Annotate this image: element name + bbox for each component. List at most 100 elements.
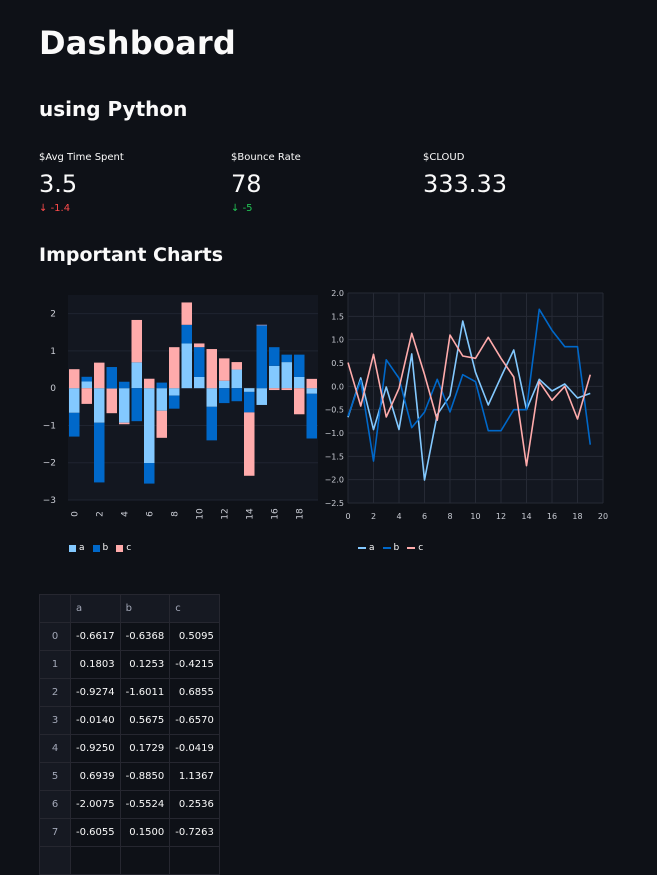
bar-b — [94, 422, 105, 483]
metric-value: 3.5 — [39, 170, 78, 198]
column-header-c[interactable]: c — [169, 594, 220, 623]
x-tick-label: 14 — [521, 512, 531, 521]
table-cell[interactable]: -0.0140 — [70, 706, 121, 735]
legend-item-b[interactable]: b — [92, 543, 108, 553]
table-cell[interactable]: 0.1500 — [119, 818, 171, 847]
series-line-b — [347, 308, 592, 462]
y-tick-label: 1 — [50, 347, 56, 357]
row-index: 2 — [39, 678, 71, 707]
table-row[interactable]: 2 -0.9274 -1.6011 0.6855 — [39, 678, 220, 707]
table-cell[interactable]: 1.1367 — [169, 762, 220, 791]
table-row[interactable]: 5 0.6939 -0.8850 1.1367 — [39, 762, 220, 791]
bar-chart-legend[interactable]: a b c — [69, 543, 131, 553]
bar-c — [131, 319, 142, 363]
table-row[interactable]: 0 -0.6617 -0.6368 0.5095 — [39, 622, 220, 651]
bar-a — [306, 388, 317, 394]
legend-item-a[interactable]: a — [358, 543, 375, 553]
row-index: 3 — [39, 706, 71, 735]
bar-a — [269, 365, 280, 389]
table-row[interactable] — [39, 846, 220, 875]
bar-c — [306, 378, 317, 389]
metric-value: 78 — [231, 170, 262, 198]
bar-a — [231, 369, 242, 389]
table-cell[interactable]: -0.7263 — [169, 818, 220, 847]
table-cell[interactable]: -1.6011 — [119, 678, 171, 707]
bar-c — [231, 362, 242, 370]
legend-label: b — [393, 543, 400, 553]
table-cell[interactable]: 0.6855 — [169, 678, 220, 707]
table-cell[interactable]: 0.1253 — [119, 650, 171, 679]
bar-b — [281, 354, 292, 363]
table-cell[interactable]: 0.5095 — [169, 622, 220, 651]
table-cell[interactable]: -2.0075 — [70, 790, 121, 819]
table-row[interactable]: 4 -0.9250 0.1729 -0.0419 — [39, 734, 220, 763]
table-row[interactable]: 1 0.1803 0.1253 -0.4215 — [39, 650, 220, 679]
bar-a — [181, 343, 192, 389]
table-cell[interactable]: -0.6368 — [119, 622, 171, 651]
legend-item-c[interactable]: c — [116, 543, 131, 553]
x-tick-label: 2 — [95, 511, 105, 517]
table-cell[interactable]: -0.4215 — [169, 650, 220, 679]
bar-b — [169, 395, 180, 409]
bar-b — [306, 393, 317, 439]
table-cell[interactable] — [70, 846, 121, 875]
table-cell[interactable]: -0.6055 — [70, 818, 121, 847]
bar-b — [69, 412, 80, 437]
table-row[interactable]: 3 -0.0140 0.5675 -0.6570 — [39, 706, 220, 735]
line-chart[interactable]: 2.0 1.5 1.0 0.5 0.0 −0.5 −1.0 −1.5 −2.0 −2.50 2 4 6 8… — [318, 285, 618, 530]
table-cell[interactable]: -0.9274 — [70, 678, 121, 707]
bar-a — [294, 377, 305, 389]
bar-a — [219, 380, 230, 389]
row-index: 6 — [39, 790, 71, 819]
data-table[interactable]: a b c 0 -0.6617 -0.6368 0.5095 1 0.1803 0.1253… — [39, 594, 220, 875]
legend-item-a[interactable]: a — [69, 543, 85, 553]
bar-a — [206, 388, 217, 407]
table-cell[interactable]: 0.5675 — [119, 706, 171, 735]
table-header-row: a b c — [39, 594, 220, 623]
line-chart-legend[interactable]: a b c — [358, 543, 423, 553]
x-tick-label: 16 — [547, 512, 557, 521]
table-cell[interactable]: 0.2536 — [169, 790, 220, 819]
bar-a — [69, 388, 80, 413]
x-tick-label: 4 — [396, 512, 401, 521]
table-row[interactable]: 7 -0.6055 0.1500 -0.7263 — [39, 818, 220, 847]
table-cell[interactable] — [169, 846, 220, 875]
bar-b — [269, 347, 280, 366]
table-row[interactable]: 6 -2.0075 -0.5524 0.2536 — [39, 790, 220, 819]
y-tick-label: −2 — [43, 459, 56, 469]
y-tick-label: 2 — [50, 310, 56, 320]
table-cell[interactable] — [119, 846, 171, 875]
bar-b — [144, 463, 155, 484]
y-tick-label: −3 — [43, 496, 56, 506]
x-tick-label: 8 — [447, 512, 452, 521]
bar-b — [231, 388, 242, 402]
bar-b — [294, 354, 305, 377]
y-tick-label: 2.0 — [331, 289, 344, 298]
bar-chart[interactable]: 210−1−2−30 2 4 6 8 10 12 14 16 18 — [28, 287, 318, 527]
legend-item-b[interactable]: b — [382, 543, 400, 553]
table-cell[interactable]: -0.0419 — [169, 734, 220, 763]
x-tick-label: 8 — [170, 511, 180, 517]
row-index — [39, 846, 71, 875]
bar-a — [194, 377, 205, 389]
legend-item-c[interactable]: c — [407, 543, 423, 553]
bar-c — [106, 388, 117, 414]
bar-c — [206, 349, 217, 389]
table-cell[interactable]: -0.8850 — [119, 762, 171, 791]
column-header-b[interactable]: b — [119, 594, 171, 623]
y-tick-label: −0.5 — [325, 406, 344, 415]
bar-c — [219, 358, 230, 381]
table-cell[interactable]: -0.9250 — [70, 734, 121, 763]
table-cell[interactable]: -0.6617 — [70, 622, 121, 651]
legend-label: c — [126, 543, 132, 553]
table-cell[interactable]: -0.6570 — [169, 706, 220, 735]
bar-a — [131, 362, 142, 389]
table-cell[interactable]: 0.1729 — [119, 734, 171, 763]
y-tick-label: 1.0 — [331, 336, 344, 345]
table-cell[interactable]: -0.5524 — [119, 790, 171, 819]
bar-c — [81, 388, 92, 404]
table-cell[interactable]: 0.1803 — [70, 650, 121, 679]
series-line-c — [347, 332, 592, 467]
column-header-a[interactable]: a — [70, 594, 121, 623]
table-cell[interactable]: 0.6939 — [70, 762, 121, 791]
